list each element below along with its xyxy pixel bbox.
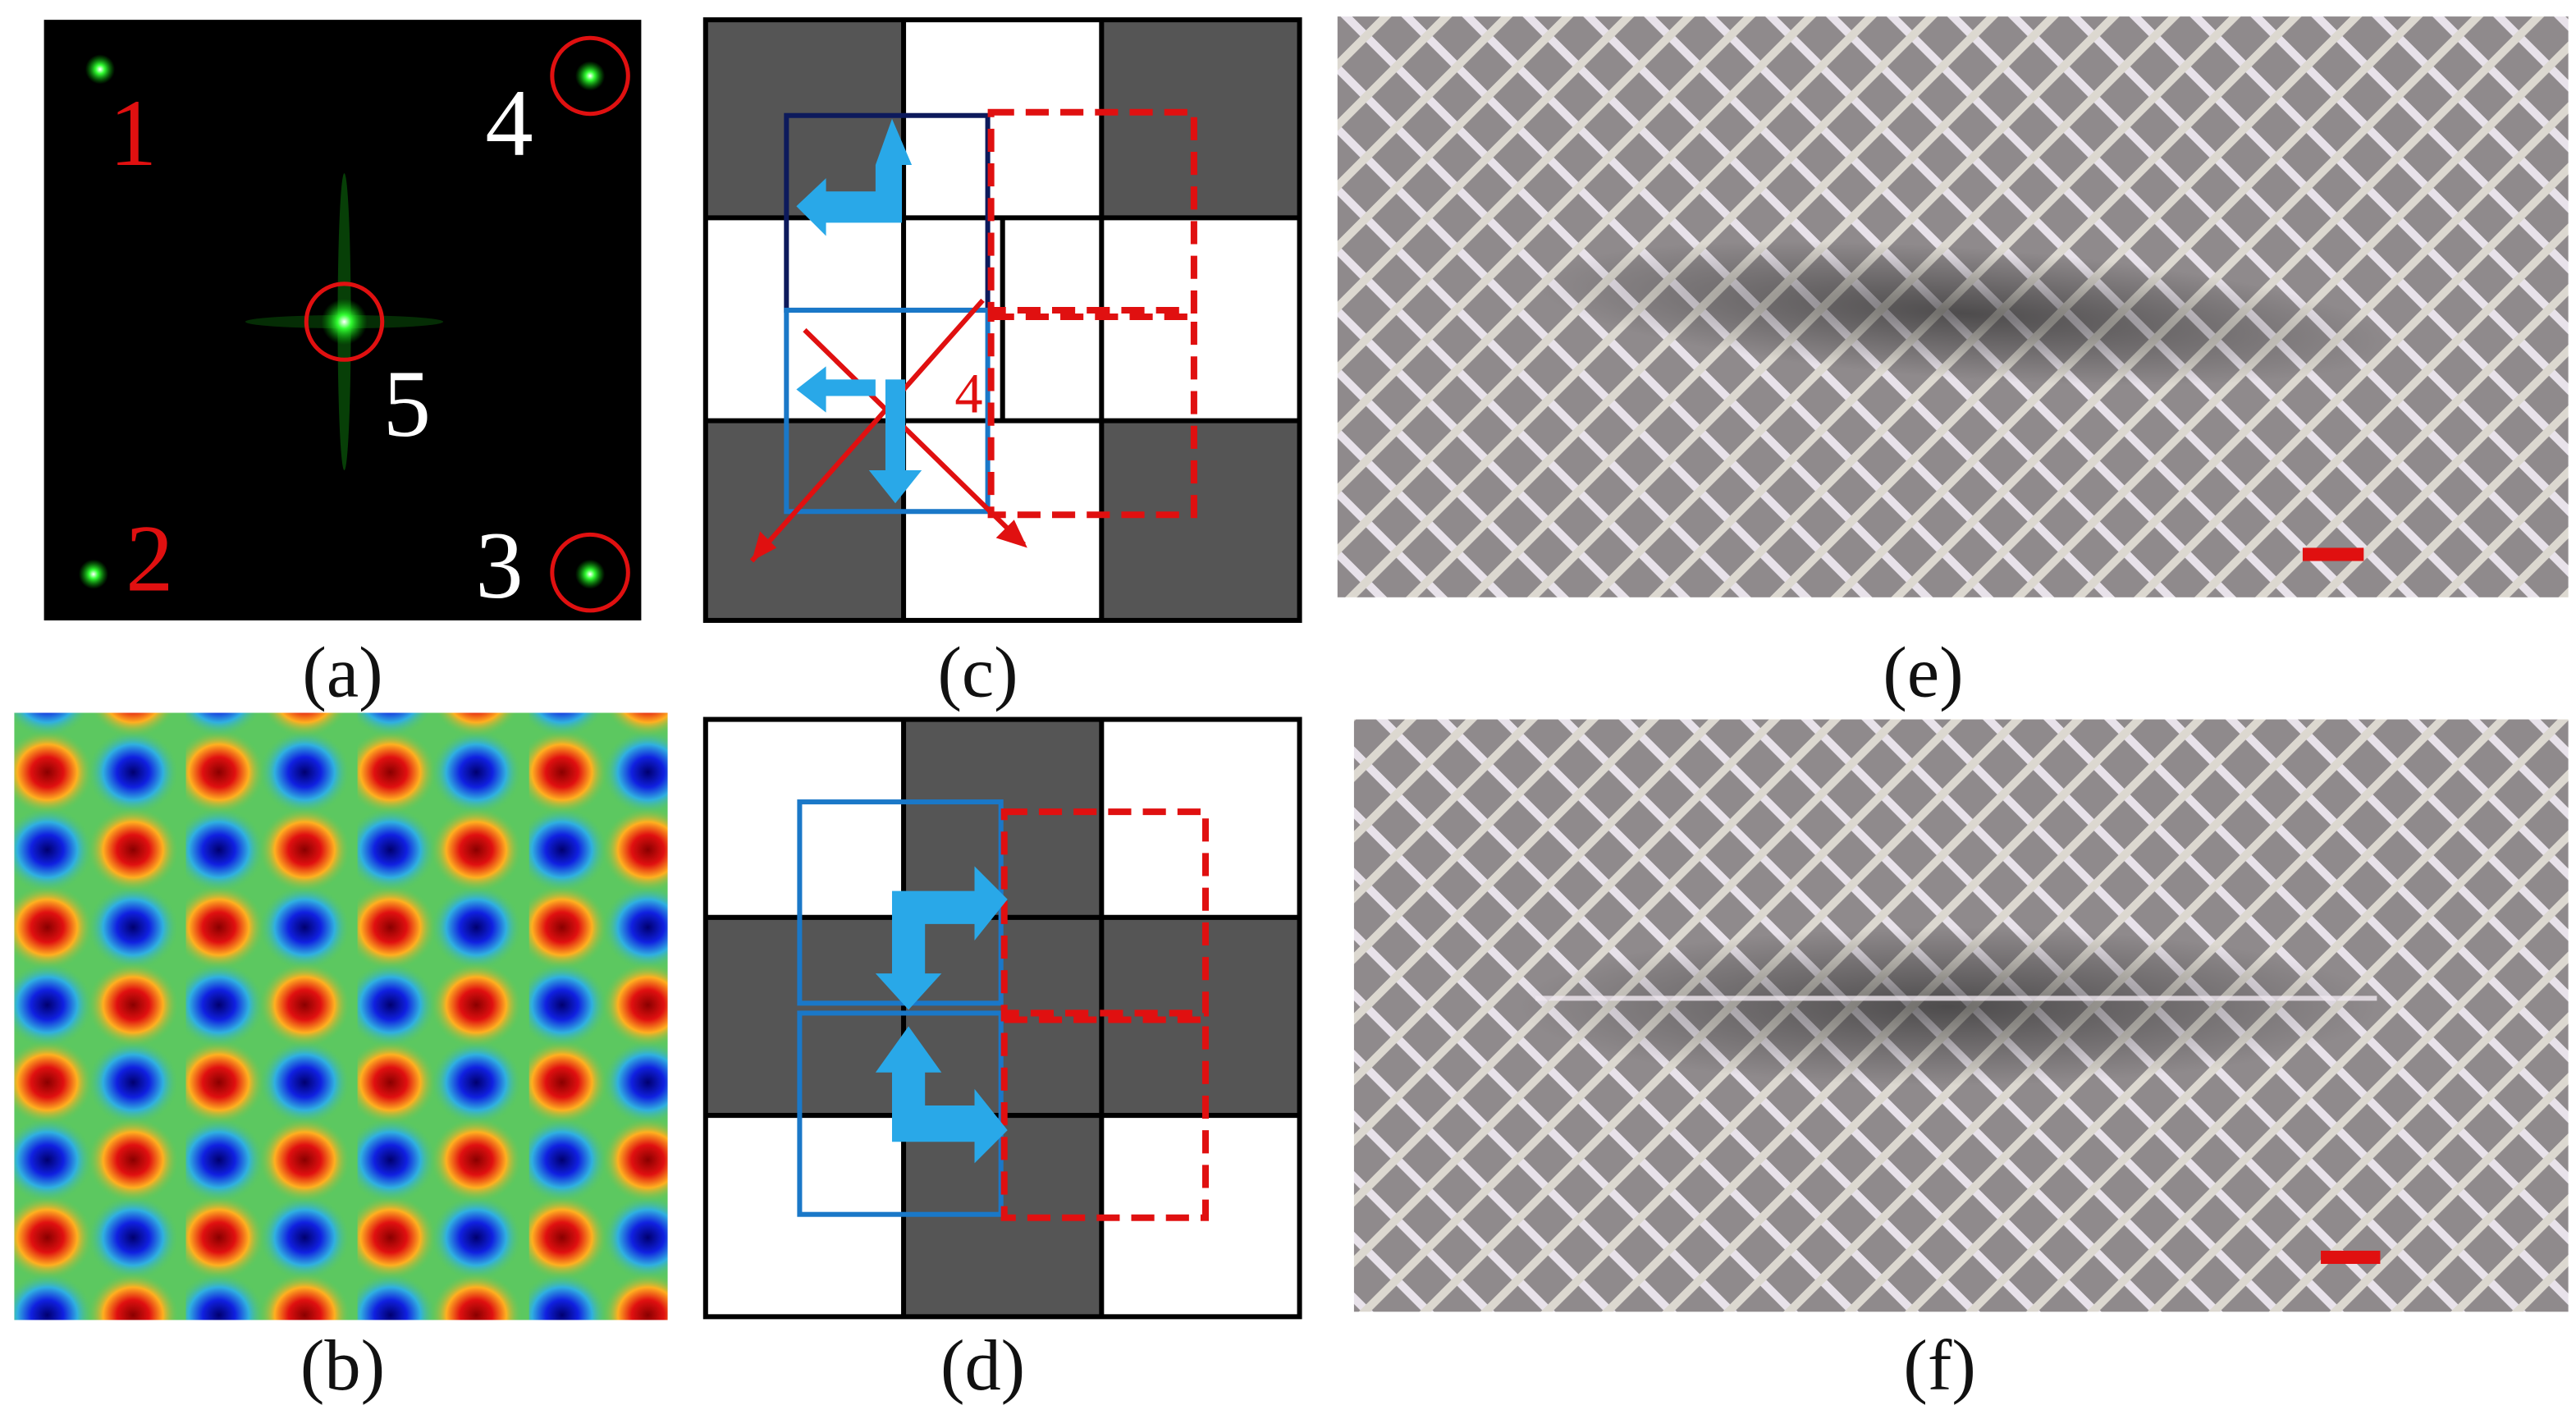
panel-label: (a) [302,632,382,712]
circle-marker [550,532,630,613]
spot-number: 2 [126,506,173,612]
scale-bar [2302,547,2364,561]
spot [85,54,116,85]
spot-number: 1 [109,80,157,186]
pattern [14,712,668,1321]
circle-marker [550,35,630,117]
spot [574,61,606,91]
grid-d [702,716,1302,1320]
spot [574,559,606,589]
panel-label: (b) [300,1325,385,1406]
spot-number: 3 [475,513,523,619]
spot [78,559,109,589]
scale-bar [2321,1250,2381,1265]
crack [1536,240,2393,387]
crack [1518,927,2377,1086]
panel-label: (c) [937,632,1018,712]
panel-label: (e) [1883,632,1963,712]
spot-number: 4 [485,71,533,176]
panel-label: (d) [940,1325,1025,1406]
grid-c [702,17,1302,623]
spot [321,298,368,346]
panel-label: (f) [1903,1325,1975,1406]
spot-number: 5 [383,351,431,457]
cross-label: 4 [954,363,982,425]
circle-marker [304,282,385,362]
